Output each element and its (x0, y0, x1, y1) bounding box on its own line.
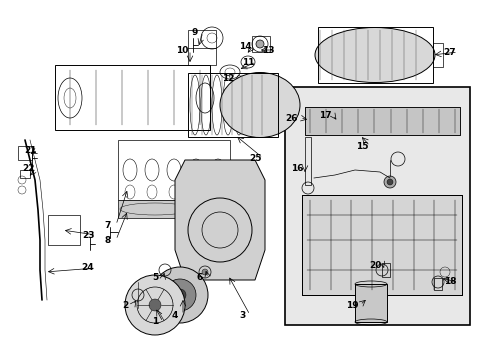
Bar (188, 73, 278, 137)
Text: 10: 10 (176, 45, 188, 54)
Text: 25: 25 (249, 153, 261, 162)
Ellipse shape (256, 40, 264, 48)
Text: 11: 11 (242, 58, 254, 67)
Text: 19: 19 (345, 301, 358, 310)
Bar (433, 43, 443, 67)
Text: 5: 5 (152, 274, 158, 283)
Circle shape (125, 275, 185, 335)
Circle shape (202, 269, 208, 275)
Text: 27: 27 (443, 48, 456, 57)
Circle shape (149, 299, 161, 311)
Bar (355, 284, 387, 322)
Bar (20, 170, 30, 178)
Text: 9: 9 (192, 27, 198, 36)
Text: 23: 23 (82, 230, 94, 239)
Bar (252, 36, 270, 52)
Ellipse shape (315, 27, 435, 82)
Text: 2: 2 (122, 301, 128, 310)
Bar (302, 195, 462, 295)
Circle shape (174, 289, 186, 301)
Text: 17: 17 (318, 111, 331, 120)
Text: 3: 3 (239, 310, 245, 320)
Bar (48, 215, 80, 245)
Text: 24: 24 (82, 264, 94, 273)
Bar (118, 140, 230, 200)
Text: 12: 12 (222, 73, 234, 82)
Bar (188, 30, 216, 65)
Text: 8: 8 (105, 235, 111, 244)
Text: 22: 22 (22, 163, 34, 172)
Text: 6: 6 (197, 274, 203, 283)
Bar (18, 146, 32, 160)
Text: 20: 20 (369, 261, 381, 270)
Text: 14: 14 (239, 41, 251, 50)
Bar (305, 107, 460, 135)
Text: 7: 7 (105, 220, 111, 230)
Bar (434, 278, 442, 290)
Text: 18: 18 (444, 278, 456, 287)
Circle shape (152, 267, 208, 323)
Text: 26: 26 (286, 113, 298, 122)
Bar (305, 137, 311, 185)
Circle shape (387, 179, 393, 185)
Circle shape (164, 279, 196, 311)
Text: 13: 13 (262, 45, 274, 54)
Text: 1: 1 (152, 318, 158, 327)
Bar (318, 27, 433, 83)
Text: 21: 21 (24, 145, 36, 154)
Ellipse shape (220, 72, 300, 138)
Polygon shape (175, 160, 265, 280)
Text: 15: 15 (356, 141, 368, 150)
Text: 16: 16 (291, 163, 303, 172)
Circle shape (384, 176, 396, 188)
Bar (382, 263, 390, 277)
Bar (302, 195, 462, 295)
Bar (285, 87, 470, 325)
Text: 4: 4 (172, 310, 178, 320)
Bar (118, 200, 230, 218)
Bar (305, 107, 460, 135)
